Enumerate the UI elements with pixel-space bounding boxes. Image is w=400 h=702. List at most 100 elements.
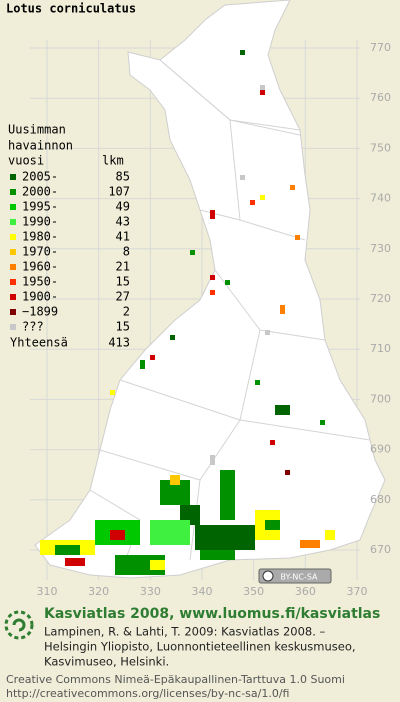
x-tick-label: 360 bbox=[295, 585, 316, 598]
occurrence-square bbox=[260, 85, 265, 90]
legend-swatch bbox=[10, 219, 16, 225]
occurrence-square bbox=[255, 380, 260, 385]
x-tick-label: 350 bbox=[243, 585, 264, 598]
occurrence-square bbox=[195, 525, 255, 550]
legend-swatch bbox=[10, 294, 16, 300]
occurrence-square bbox=[280, 305, 285, 314]
occurrence-square bbox=[325, 530, 335, 540]
occurrence-square bbox=[240, 50, 245, 55]
occurrence-square bbox=[170, 335, 175, 340]
occurrence-square bbox=[320, 420, 325, 425]
occurrence-square bbox=[300, 540, 320, 548]
y-tick-label: 750 bbox=[370, 141, 391, 154]
x-tick-label: 370 bbox=[347, 585, 368, 598]
legend-swatch bbox=[10, 234, 16, 240]
legend-label: 1980- bbox=[22, 230, 58, 244]
occurrence-square bbox=[210, 290, 215, 295]
occurrence-square bbox=[225, 280, 230, 285]
y-tick-label: 740 bbox=[370, 192, 391, 205]
occurrence-square bbox=[285, 470, 290, 475]
legend-total-label: Yhteensä bbox=[10, 336, 68, 350]
occurrence-square bbox=[150, 355, 155, 360]
license-line: Creative Commons Nimeä-Epäkaupallinen-Ta… bbox=[6, 673, 345, 686]
legend-count: 8 bbox=[123, 245, 130, 259]
occurrence-square bbox=[270, 440, 275, 445]
legend-total: 413 bbox=[108, 336, 130, 350]
legend-count: 15 bbox=[116, 320, 130, 334]
occurrence-square bbox=[150, 560, 165, 570]
x-tick-label: 310 bbox=[37, 585, 58, 598]
legend-header: havainnon bbox=[8, 139, 73, 153]
legend-label: 1990- bbox=[22, 215, 58, 229]
footer: Kasviatlas 2008, www.luomus.fi/kasviatla… bbox=[4, 606, 380, 700]
citation-line: Kasvimuseo, Helsinki. bbox=[44, 655, 169, 669]
legend-count: 107 bbox=[108, 185, 130, 199]
legend-count: 43 bbox=[116, 215, 130, 229]
legend-count: 21 bbox=[116, 260, 130, 274]
y-tick-label: 760 bbox=[370, 91, 391, 104]
x-tick-label: 340 bbox=[192, 585, 213, 598]
badge-box bbox=[258, 568, 332, 584]
y-tick-label: 710 bbox=[370, 342, 391, 355]
occurrence-square bbox=[260, 90, 265, 95]
x-tick-label: 320 bbox=[88, 585, 109, 598]
legend-label: 2000- bbox=[22, 185, 58, 199]
legend-label: 1950- bbox=[22, 275, 58, 289]
occurrence-square bbox=[210, 455, 215, 465]
occurrence-square bbox=[200, 550, 235, 560]
legend-label: 1970- bbox=[22, 245, 58, 259]
legend-swatch bbox=[10, 189, 16, 195]
y-tick-label: 670 bbox=[370, 543, 391, 556]
legend-label: ??? bbox=[22, 320, 44, 334]
occurrence-square bbox=[295, 235, 300, 240]
occurrence-square bbox=[140, 360, 145, 369]
legend-label: 1960- bbox=[22, 260, 58, 274]
occurrence-square bbox=[65, 558, 85, 566]
occurrence-square bbox=[275, 405, 290, 415]
y-tick-label: 730 bbox=[370, 242, 391, 255]
legend-swatch bbox=[10, 309, 16, 315]
occurrence-square bbox=[210, 275, 215, 280]
license-badge: BY-NC-SA bbox=[258, 568, 332, 584]
occurrence-square bbox=[190, 250, 195, 255]
occurrence-square bbox=[290, 185, 295, 190]
occurrence-square bbox=[265, 520, 280, 530]
finland-outline bbox=[34, 0, 386, 579]
occurrence-square bbox=[150, 520, 190, 545]
legend-header: Uusimman bbox=[8, 123, 66, 137]
occurrence-square bbox=[170, 475, 180, 485]
logo-ring bbox=[4, 610, 34, 640]
legend-count: 15 bbox=[116, 275, 130, 289]
logo bbox=[4, 610, 34, 640]
legend-header: vuosi bbox=[8, 154, 44, 168]
license-line[interactable]: http://creativecommons.org/licenses/by-n… bbox=[6, 687, 289, 700]
occurrence-square bbox=[260, 195, 265, 200]
y-tick-label: 720 bbox=[370, 292, 391, 305]
legend-label: −1899 bbox=[22, 305, 58, 319]
legend-swatch bbox=[10, 204, 16, 210]
logo-spiral bbox=[12, 618, 26, 632]
legend-count-header: lkm bbox=[102, 154, 124, 168]
legend-label: 1900- bbox=[22, 290, 58, 304]
occurrence-square bbox=[220, 470, 235, 520]
y-tick-label: 680 bbox=[370, 493, 391, 506]
species-title: Lotus corniculatus bbox=[6, 2, 136, 16]
legend-swatch bbox=[10, 279, 16, 285]
occurrence-square bbox=[110, 390, 115, 395]
footer-link[interactable]: Kasviatlas 2008, www.luomus.fi/kasviatla… bbox=[44, 606, 380, 622]
legend-swatch bbox=[10, 249, 16, 255]
citation-line: Helsingin Yliopisto, Luonnontieteellinen… bbox=[44, 640, 356, 654]
legend-swatch bbox=[10, 174, 16, 180]
badge-text: BY-NC-SA bbox=[280, 573, 318, 582]
y-tick-label: 690 bbox=[370, 443, 391, 456]
occurrence-square bbox=[55, 545, 80, 555]
legend-swatch bbox=[10, 264, 16, 270]
occurrence-square bbox=[210, 210, 215, 219]
legend-count: 2 bbox=[123, 305, 130, 319]
legend: Uusimman havainnon vuosi lkm Yhteensä 41… bbox=[8, 123, 130, 350]
occurrence-square bbox=[110, 530, 125, 540]
y-tick-label: 700 bbox=[370, 392, 391, 405]
legend-label: 2005- bbox=[22, 170, 58, 184]
